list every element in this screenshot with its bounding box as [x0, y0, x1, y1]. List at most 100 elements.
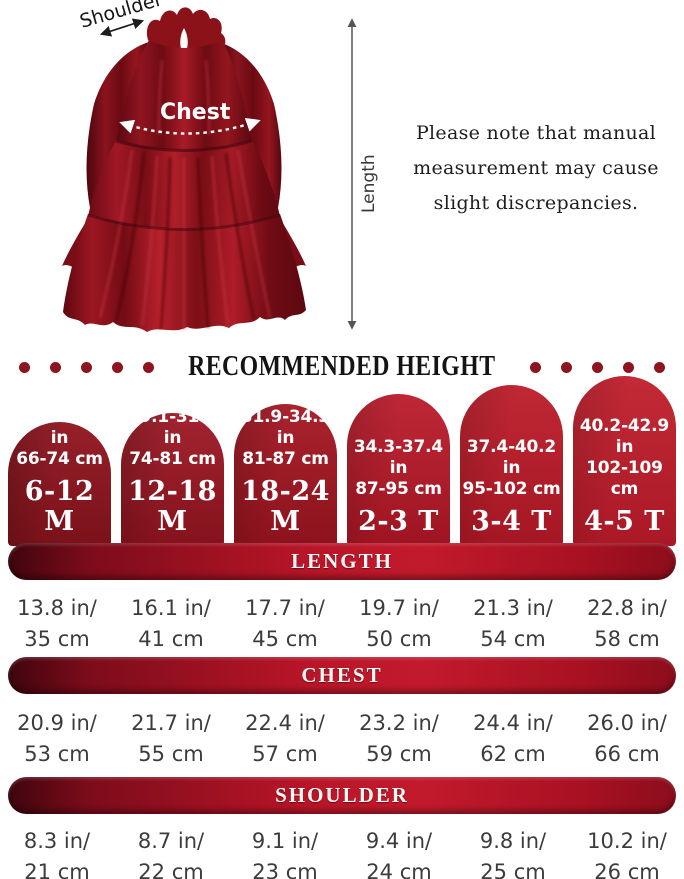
size-arch-3-4t: 37.4-40.2 in 95-102 cm 3-4 T [460, 385, 563, 546]
length-values-row: 13.8 in/ 35 cm 16.1 in/ 41 cm 17.7 in/ 4… [0, 588, 684, 655]
value-in: 26.0 in/ [587, 711, 667, 735]
value-in: 22.4 in/ [245, 711, 325, 735]
size-arches: 26.0-29.1 in 66-74 cm 6-12 M 29.1-31.9 i… [8, 376, 676, 537]
measurement-cell: 17.7 in/ 45 cm [228, 588, 342, 655]
value-in: 21.3 in/ [473, 596, 553, 620]
value-in: 20.9 in/ [17, 711, 97, 735]
velvet-fold-highlights [98, 59, 272, 330]
value-cm: 59 cm [366, 742, 432, 766]
value-in: 19.7 in/ [359, 596, 439, 620]
band-label: SHOULDER [275, 783, 409, 807]
size-label: 4-5 T [584, 506, 665, 537]
measurement-cell: 8.3 in/ 21 cm [0, 821, 114, 879]
value-cm: 58 cm [594, 627, 660, 651]
dot-ornament-icon [143, 361, 155, 373]
value-in: 24.4 in/ [473, 711, 553, 735]
chest-arrow-icon [119, 117, 261, 135]
height-range-cm: 81-87 cm [242, 449, 329, 469]
measurement-cell: 19.7 in/ 50 cm [342, 588, 456, 655]
value-in: 8.3 in/ [23, 829, 91, 853]
note-line: measurement may cause [413, 157, 659, 179]
measurement-cell: 8.7 in/ 22 cm [114, 821, 228, 879]
size-label: 18-24 M [241, 476, 330, 537]
height-range-cm: 95-102 cm [462, 479, 561, 499]
value-cm: 55 cm [138, 742, 204, 766]
length-band: LENGTH [8, 543, 676, 580]
value-cm: 25 cm [480, 860, 546, 879]
size-arch-2-3t: 34.3-37.4 in 87-95 cm 2-3 T [347, 394, 450, 546]
measurement-cell: 9.4 in/ 24 cm [342, 821, 456, 879]
size-arch-6-12m: 26.0-29.1 in 66-74 cm 6-12 M [8, 407, 111, 546]
measurement-cell: 9.1 in/ 23 cm [228, 821, 342, 879]
dot-ornament-icon [112, 361, 124, 373]
dot-ornament-icon [81, 361, 93, 373]
dot-ornament-icon [591, 361, 603, 373]
dot-ornament-icon [19, 361, 31, 373]
size-label: 3-4 T [471, 506, 552, 537]
dot-ornament-icon [622, 361, 634, 373]
value-cm: 24 cm [366, 860, 432, 879]
measurement-note: Please note that manual measurement may … [398, 116, 674, 221]
shoulder-band: SHOULDER [8, 777, 676, 814]
measurement-cell: 23.2 in/ 59 cm [342, 703, 456, 770]
size-arch-18-24m: 31.9-34.3 in 81-87 cm 18-24 M [234, 404, 337, 546]
dot-ornament-icon [529, 361, 541, 373]
chest-label: Chest [160, 100, 231, 125]
value-cm: 57 cm [252, 742, 318, 766]
chest-band: CHEST [8, 657, 676, 694]
measurement-cell: 16.1 in/ 41 cm [114, 588, 228, 655]
measurement-cell: 24.4 in/ 62 cm [456, 703, 570, 770]
value-in: 10.2 in/ [587, 829, 667, 853]
height-range-cm: 102-109 cm [586, 458, 663, 499]
value-in: 9.4 in/ [365, 829, 433, 853]
section-title: RECOMMENDED HEIGHT [188, 351, 496, 382]
measurement-cell: 26.0 in/ 66 cm [570, 703, 684, 770]
value-cm: 53 cm [24, 742, 90, 766]
shoulder-arrow-icon [99, 18, 145, 37]
value-cm: 21 cm [24, 860, 90, 879]
note-line: Please note that manual [415, 122, 657, 144]
shoulder-values-row: 8.3 in/ 21 cm 8.7 in/ 22 cm 9.1 in/ 23 c… [0, 821, 684, 879]
dot-ornament-icon [50, 361, 62, 373]
recommended-height-header: RECOMMENDED HEIGHT [0, 350, 684, 384]
size-arch-4-5t: 40.2-42.9 in 102-109 cm 4-5 T [573, 376, 676, 546]
size-label: 12-18 M [128, 476, 217, 537]
value-cm: 54 cm [480, 627, 546, 651]
dress-illustration: Shoulder Chest Length [62, 0, 379, 332]
value-cm: 23 cm [252, 860, 318, 879]
value-in: 21.7 in/ [131, 711, 211, 735]
value-in: 17.7 in/ [245, 596, 325, 620]
value-cm: 26 cm [594, 860, 660, 879]
value-in: 16.1 in/ [131, 596, 211, 620]
measurement-cell: 22.8 in/ 58 cm [570, 588, 684, 655]
chest-values-row: 20.9 in/ 53 cm 21.7 in/ 55 cm 22.4 in/ 5… [0, 703, 684, 770]
size-label: 2-3 T [358, 506, 439, 537]
measurement-cell: 10.2 in/ 26 cm [570, 821, 684, 879]
height-range-cm: 87-95 cm [355, 479, 442, 499]
value-cm: 35 cm [24, 627, 90, 651]
measurement-cell: 21.3 in/ 54 cm [456, 588, 570, 655]
height-range-in: 29.1-31.9 in [127, 407, 218, 448]
height-range-in: 34.3-37.4 in [353, 437, 444, 478]
tier-seam [87, 213, 281, 231]
height-range-in: 37.4-40.2 in [466, 437, 557, 478]
height-range-in: 31.9-34.3 in [240, 407, 331, 448]
value-cm: 22 cm [138, 860, 204, 879]
dot-ornament-icon [560, 361, 572, 373]
measurement-cell: 9.8 in/ 25 cm [456, 821, 570, 879]
value-in: 22.8 in/ [587, 596, 667, 620]
value-cm: 62 cm [480, 742, 546, 766]
value-in: 9.8 in/ [479, 829, 547, 853]
size-label: 6-12 M [24, 476, 95, 537]
height-range-in: 26.0-29.1 in [14, 407, 105, 448]
band-label: CHEST [301, 663, 383, 687]
value-in: 8.7 in/ [137, 829, 205, 853]
height-range-cm: 66-74 cm [16, 449, 103, 469]
value-cm: 41 cm [138, 627, 204, 651]
band-label: LENGTH [291, 549, 393, 573]
waist-seam [115, 139, 253, 152]
measurement-cell: 13.8 in/ 35 cm [0, 588, 114, 655]
measurement-cell: 21.7 in/ 55 cm [114, 703, 228, 770]
measurement-cell: 20.9 in/ 53 cm [0, 703, 114, 770]
